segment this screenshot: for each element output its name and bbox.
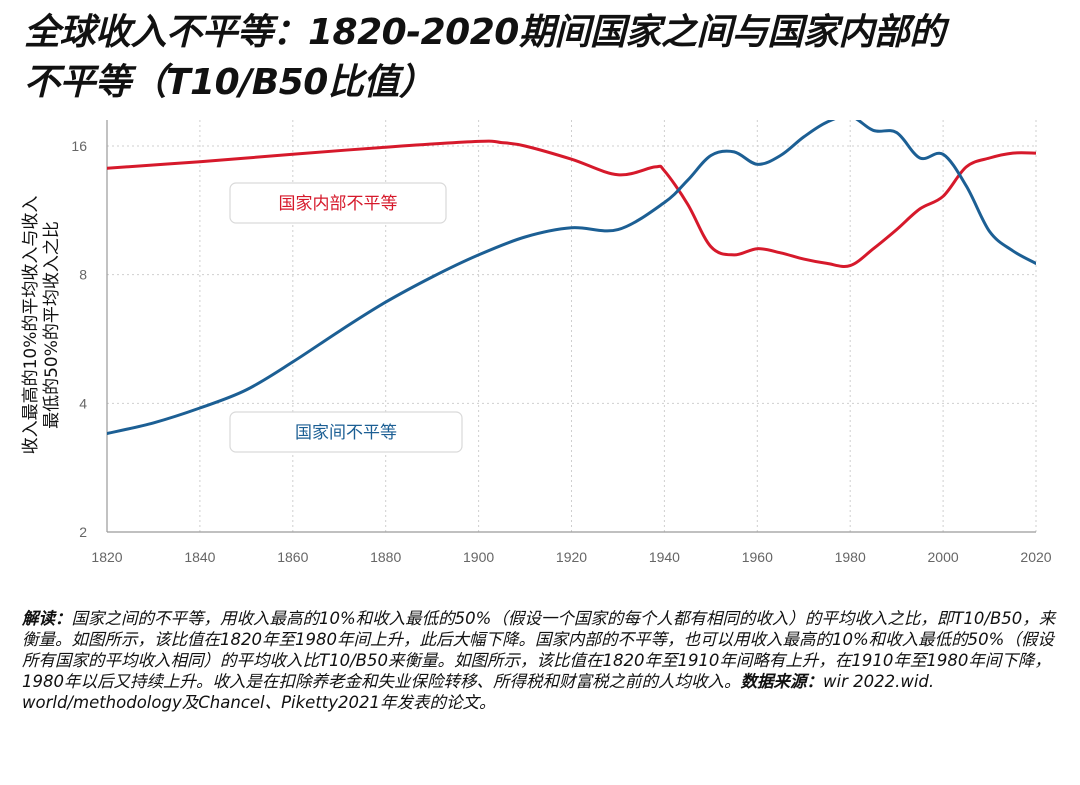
x-tick-label: 1980 (835, 549, 866, 565)
chart-series (107, 120, 1036, 435)
source-body: wir 2022.wid. world/methodology及Chancel、… (22, 672, 935, 712)
line-chart: 1820 1840 1860 1880 1900 1920 1940 1960 1980 2000… (71, 120, 1052, 565)
between-country-label-text: 国家间不平等 (295, 423, 397, 443)
y-axis-label-line2: 最低的50%的平均收入之比 (42, 221, 62, 429)
note-lead: 解读： (22, 609, 72, 628)
chart-title: 全球收入不平等：1820-2020期间国家之间与国家内部的 不平等（T10/B5… (24, 8, 1064, 108)
within-country-label-text: 国家内部不平等 (279, 194, 398, 214)
x-tick-label: 1960 (742, 549, 773, 565)
x-tick-label: 2020 (1020, 549, 1051, 565)
x-tick-label: 1920 (556, 549, 587, 565)
x-tick-label: 1820 (91, 549, 122, 565)
within-country-label: 国家内部不平等 (229, 182, 447, 224)
chart-ticks: 1820 1840 1860 1880 1900 1920 1940 1960 1980 2000… (71, 138, 1051, 565)
y-tick-label: 2 (79, 524, 87, 540)
note-body: 国家之间的不平等，用收入最高的10%和收入最低的50%（假设一个国家的每个人都有… (22, 609, 1056, 691)
x-tick-label: 1860 (277, 549, 308, 565)
within-country-label-box (229, 182, 447, 224)
chart-grid (106, 120, 1037, 532)
x-tick-label: 1880 (370, 549, 401, 565)
series-line-between-country (107, 120, 1036, 435)
y-tick-label: 8 (79, 267, 87, 283)
x-tick-label: 1940 (649, 549, 680, 565)
x-tick-label: 1840 (184, 549, 215, 565)
series-line-within-country (107, 139, 1036, 268)
between-country-label-box (229, 411, 463, 453)
x-tick-label: 1900 (463, 549, 494, 565)
source-lead: 数据来源： (740, 672, 824, 691)
chart-axes (106, 120, 1036, 533)
y-tick-label: 4 (79, 395, 87, 411)
y-axis-label-line1: 收入最高的10%的平均收入与收入 (21, 196, 41, 455)
explanatory-note: 解读：国家之间的不平等，用收入最高的10%和收入最低的50%（假设一个国家的每个… (22, 608, 1062, 713)
x-tick-label: 2000 (928, 549, 959, 565)
chart-title-line1: 全球收入不平等：1820-2020期间国家之间与国家内部的 (24, 12, 945, 53)
y-tick-label: 16 (71, 138, 87, 154)
between-country-label: 国家间不平等 (229, 411, 463, 453)
chart-title-line2: 不平等（T10/B50比值） (24, 62, 435, 103)
y-axis-label: 收入最高的10%的平均收入与收入 最低的50%的平均收入之比 (12, 120, 72, 530)
